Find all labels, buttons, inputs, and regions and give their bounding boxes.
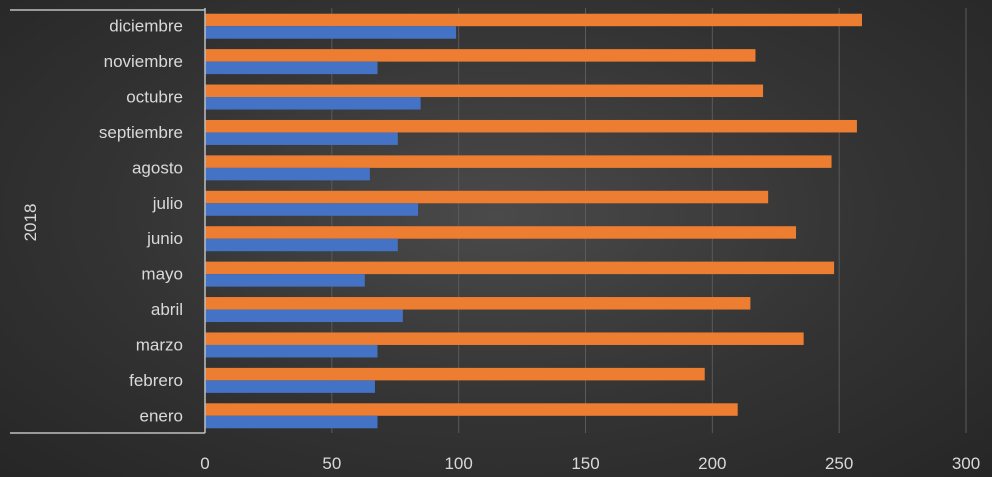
- category-labels: enero febrero marzo abril mayo junio julio agos…: [99, 17, 183, 426]
- bar-orange-mayo: [205, 262, 834, 275]
- category-label: febrero: [129, 371, 183, 390]
- bar-orange-diciembre: [205, 14, 862, 26]
- bar-orange-agosto: [205, 155, 832, 168]
- category-label: julio: [152, 194, 183, 213]
- bar-blue-marzo: [205, 345, 377, 358]
- bar-blue-agosto: [205, 168, 370, 181]
- bar-orange-octubre: [205, 85, 763, 98]
- bar-blue-octubre: [205, 97, 421, 110]
- category-label: diciembre: [109, 17, 183, 36]
- bar-blue-mayo: [205, 274, 365, 287]
- category-label: enero: [140, 406, 183, 425]
- bar-blue-febrero: [205, 380, 375, 393]
- x-tick-label: 300: [952, 454, 980, 473]
- bar-orange-abril: [205, 297, 750, 310]
- bar-orange-junio: [205, 226, 796, 239]
- x-tick-label: 150: [571, 454, 599, 473]
- category-label: marzo: [136, 335, 183, 354]
- bar-blue-abril: [205, 310, 403, 323]
- category-label: octubre: [126, 88, 183, 107]
- bar-orange-septiembre: [205, 120, 857, 133]
- bar-blue-noviembre: [205, 62, 377, 75]
- category-label: noviembre: [104, 52, 183, 71]
- bar-blue-septiembre: [205, 132, 398, 145]
- x-tick-label: 250: [825, 454, 853, 473]
- bar-orange-febrero: [205, 368, 705, 381]
- category-label: septiembre: [99, 123, 183, 142]
- category-label: abril: [151, 300, 183, 319]
- bar-blue-junio: [205, 239, 398, 252]
- bar-orange-marzo: [205, 332, 804, 345]
- bar-blue-julio: [205, 203, 418, 216]
- category-label: junio: [146, 229, 183, 248]
- bar-orange-julio: [205, 191, 768, 204]
- bars: [205, 14, 862, 429]
- x-tick-labels: 0 50 100 150 200 250 300: [200, 454, 980, 473]
- bar-blue-enero: [205, 416, 377, 429]
- x-tick-label: 50: [322, 454, 341, 473]
- category-label: mayo: [141, 265, 183, 284]
- bar-orange-enero: [205, 403, 738, 416]
- bar-orange-noviembre: [205, 49, 755, 62]
- category-label: agosto: [132, 158, 183, 177]
- bar-blue-diciembre: [205, 26, 456, 39]
- x-tick-label: 100: [444, 454, 472, 473]
- x-tick-label: 200: [698, 454, 726, 473]
- group-label: 2018: [21, 204, 40, 242]
- x-tick-label: 0: [200, 454, 209, 473]
